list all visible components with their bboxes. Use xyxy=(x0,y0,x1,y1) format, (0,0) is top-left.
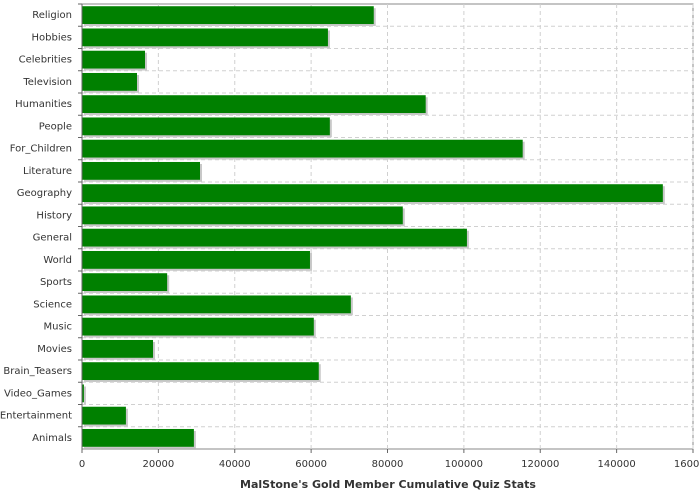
bar xyxy=(82,6,374,25)
y-tick-label: Video_Games xyxy=(4,388,72,399)
bar xyxy=(82,184,663,203)
y-tick-label: Humanities xyxy=(15,99,72,110)
bar xyxy=(82,339,154,358)
bar xyxy=(82,428,194,447)
bar xyxy=(82,250,310,269)
y-tick-label: Literature xyxy=(23,166,72,177)
y-tick-label: Hobbies xyxy=(32,32,72,43)
y-tick-label: Celebrities xyxy=(19,55,72,66)
bar xyxy=(82,295,351,314)
bar xyxy=(82,406,126,425)
x-tick-label: 40000 xyxy=(219,459,251,470)
x-tick-label: 100000 xyxy=(445,459,483,470)
y-tick-label: Sports xyxy=(40,277,72,288)
bar xyxy=(82,139,523,158)
y-tick-label: Religion xyxy=(32,10,72,21)
y-tick-label: Music xyxy=(44,322,72,333)
y-tick-label: Geography xyxy=(17,188,72,199)
bar xyxy=(82,362,319,381)
y-tick-label: Movies xyxy=(37,344,72,355)
bar xyxy=(82,50,146,69)
y-tick-label: World xyxy=(43,255,72,266)
x-tick-label: 140000 xyxy=(598,459,636,470)
y-tick-label: Brain_Teasers xyxy=(3,366,72,377)
bar xyxy=(82,28,328,47)
bar xyxy=(82,384,84,403)
bar xyxy=(82,95,426,114)
y-tick-label: History xyxy=(36,210,72,221)
y-tick-label: Animals xyxy=(32,433,72,444)
x-tick-label: 60000 xyxy=(295,459,327,470)
bar xyxy=(82,273,168,292)
x-tick-label: 160000 xyxy=(674,459,700,470)
x-tick-label: 80000 xyxy=(372,459,404,470)
x-tick-label: 20000 xyxy=(142,459,174,470)
y-tick-label: General xyxy=(33,233,72,244)
y-tick-label: Entertainment xyxy=(0,411,72,422)
bar-shadow xyxy=(84,386,86,405)
bar xyxy=(82,161,200,180)
bar xyxy=(82,206,403,225)
bar xyxy=(82,228,467,247)
y-tick-label: Science xyxy=(33,299,72,310)
x-axis-title: MalStone's Gold Member Cumulative Quiz S… xyxy=(240,478,536,491)
x-tick-label: 0 xyxy=(79,459,85,470)
bar xyxy=(82,72,137,91)
bar xyxy=(82,317,314,336)
x-tick-label: 120000 xyxy=(521,459,559,470)
y-tick-label: For_Children xyxy=(10,144,72,155)
bar xyxy=(82,117,330,136)
y-tick-label: Television xyxy=(22,77,72,88)
y-tick-label: People xyxy=(39,121,72,132)
